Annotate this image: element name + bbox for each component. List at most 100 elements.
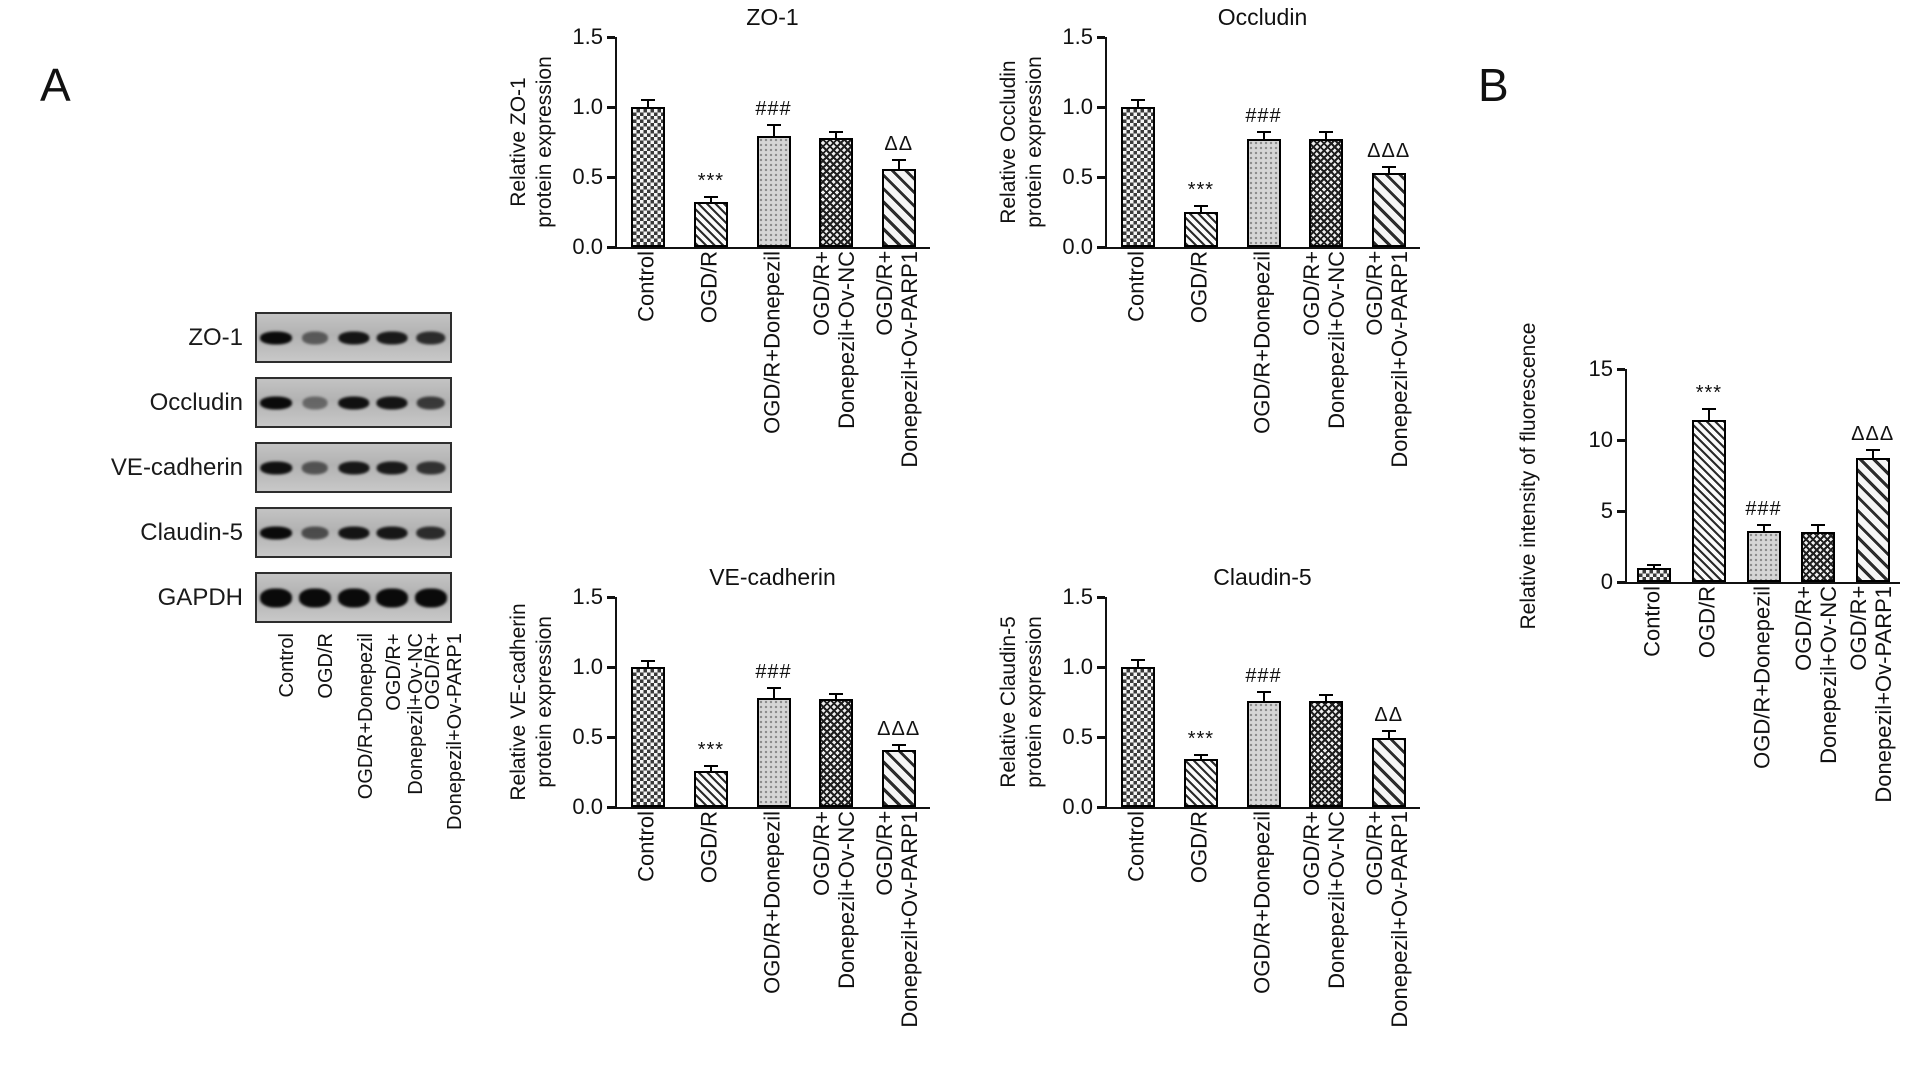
bar-control [1121, 107, 1156, 247]
error-bar-cap [1381, 730, 1396, 733]
error-bar [1762, 525, 1765, 531]
x-category-label: OGD/R [696, 811, 722, 884]
y-tick-label: 5 [1600, 498, 1613, 523]
y-tick-label: 1.0 [572, 94, 603, 119]
significance-marker: *** [697, 169, 725, 192]
blot-band [376, 331, 408, 344]
significance-marker: ΔΔ [1374, 704, 1404, 727]
error-bar [1199, 755, 1202, 760]
y-tick-mark [1097, 106, 1105, 109]
blot-band [260, 461, 293, 474]
bar-ogd-r-donepezil-ov-parp1 [1371, 172, 1406, 247]
plot-area: *** ### ΔΔ [1105, 597, 1420, 809]
y-tick-mark [1617, 581, 1625, 584]
bar-ogd-r-donepezil-ov-nc [819, 137, 854, 247]
y-tick-label: 0.0 [572, 794, 603, 819]
y-tick-label: 0 [1600, 569, 1613, 594]
plot-area: *** ### ΔΔ [615, 37, 930, 249]
y-axis-label: Relative Occludin protein expression [997, 56, 1046, 228]
blot-row: GAPDH [85, 572, 452, 623]
bar-ogd-r-donepezil [1246, 700, 1281, 807]
error-bar [1387, 167, 1390, 173]
bar-ogd-r-donepezil [756, 697, 791, 807]
y-tick-mark [1097, 806, 1105, 809]
error-bar-cap [1756, 524, 1771, 527]
panel-b-label: B [1478, 59, 1509, 111]
significance-marker: *** [1695, 381, 1723, 404]
chart-title: Occludin [1217, 4, 1308, 30]
error-bar-cap [766, 687, 781, 689]
y-tick-label: 1.0 [1062, 94, 1093, 119]
error-bar-cap [1193, 754, 1208, 757]
blot-band [260, 588, 293, 607]
blot-band [301, 331, 328, 344]
x-category-label: OGD/R [1186, 811, 1212, 884]
blot-row: Claudin-5 [85, 507, 452, 558]
y-tick-mark [607, 246, 615, 249]
chart-title: Claudin-5 [1213, 564, 1312, 590]
chart-title: ZO-1 [746, 4, 799, 30]
chart-claudin5: Claudin-5 Relative Claudin-5 protein exp… [990, 564, 1450, 1068]
error-bar [1817, 525, 1820, 533]
error-bar-cap [1647, 563, 1662, 566]
chart-zo1: ZO-1 Relative ZO-1 protein expression **… [500, 4, 960, 563]
y-tick-mark [1097, 666, 1105, 669]
x-axis-labels: Control OGD/R OGD/R+Donepezil OGD/R+ Donepe… [615, 251, 928, 561]
bar-ogd-r-donepezil-ov-parp1 [1855, 458, 1890, 582]
error-bar [647, 661, 650, 667]
error-bar [835, 693, 838, 700]
plot-area: *** ### ΔΔΔ [1105, 37, 1420, 249]
x-category-label: OGD/R+ Donepezil+Ov-NC [1299, 811, 1350, 989]
error-bar [1137, 100, 1140, 107]
blot-band [337, 396, 370, 409]
y-axis-label: Relative ZO-1 protein expression [507, 56, 556, 228]
blot-band [416, 461, 446, 474]
y-tick-mark [1097, 736, 1105, 739]
error-bar [772, 125, 775, 137]
x-category-label: OGD/R [1186, 251, 1212, 324]
x-category-label: OGD/R+ Donepezil+Ov-NC [1299, 251, 1350, 429]
x-category-label: OGD/R [696, 251, 722, 324]
significance-marker: *** [697, 739, 725, 762]
error-bar [1137, 660, 1140, 667]
bar-ogd-r-donepezil-ov-parp1 [881, 749, 916, 807]
significance-marker: ### [1245, 105, 1282, 128]
bar-ogd-r [693, 770, 728, 807]
y-tick-label: 15 [1588, 356, 1613, 381]
blot-band [414, 588, 447, 607]
blot-lane-label: Control [275, 633, 298, 698]
blot-lane-label: OGD/R+Donepezil [354, 633, 377, 800]
significance-marker: ΔΔΔ [1367, 140, 1411, 163]
x-category-label: OGD/R [1694, 586, 1720, 659]
y-tick-mark [607, 806, 615, 809]
error-bar-cap [891, 744, 906, 747]
x-axis-labels: Control OGD/R OGD/R+Donepezil OGD/R+ Donepe… [1105, 251, 1418, 561]
y-axis-label: Relative VE-cadherin protein expression [507, 603, 556, 801]
blot-image-claudin-5 [255, 507, 452, 558]
error-bar-cap [1193, 205, 1208, 208]
error-bar-cap [641, 99, 656, 101]
blot-band [298, 588, 331, 607]
y-tick-mark [1097, 36, 1105, 39]
x-category-label: OGD/R+ Donepezil+Ov-NC [1791, 586, 1842, 764]
bar-ogd-r [1183, 212, 1218, 247]
y-tick-mark [607, 596, 615, 599]
error-bar-cap [1811, 524, 1826, 527]
x-category-label: OGD/R+Donepezil [1749, 586, 1774, 769]
error-bar-cap [1256, 691, 1271, 694]
error-bar-cap [703, 195, 718, 198]
error-bar-cap [1131, 659, 1146, 661]
y-tick-mark [1617, 510, 1625, 513]
blot-band [376, 588, 409, 607]
blot-band [415, 526, 446, 539]
y-tick-mark [607, 36, 615, 39]
blot-row-label: GAPDH [157, 583, 243, 611]
blot-row-label: Claudin-5 [140, 518, 243, 546]
x-category-label: Control [633, 811, 659, 882]
error-bar [1325, 132, 1328, 140]
y-tick-label: 1.5 [572, 24, 603, 49]
error-bar-cap [1256, 131, 1271, 134]
blot-lane-label: OGD/R+ Donepezil+Ov-PARP1 [422, 633, 467, 830]
y-tick-label: 0.0 [1062, 794, 1093, 819]
chart-occludin: Occludin Relative Occludin protein expre… [990, 4, 1450, 563]
